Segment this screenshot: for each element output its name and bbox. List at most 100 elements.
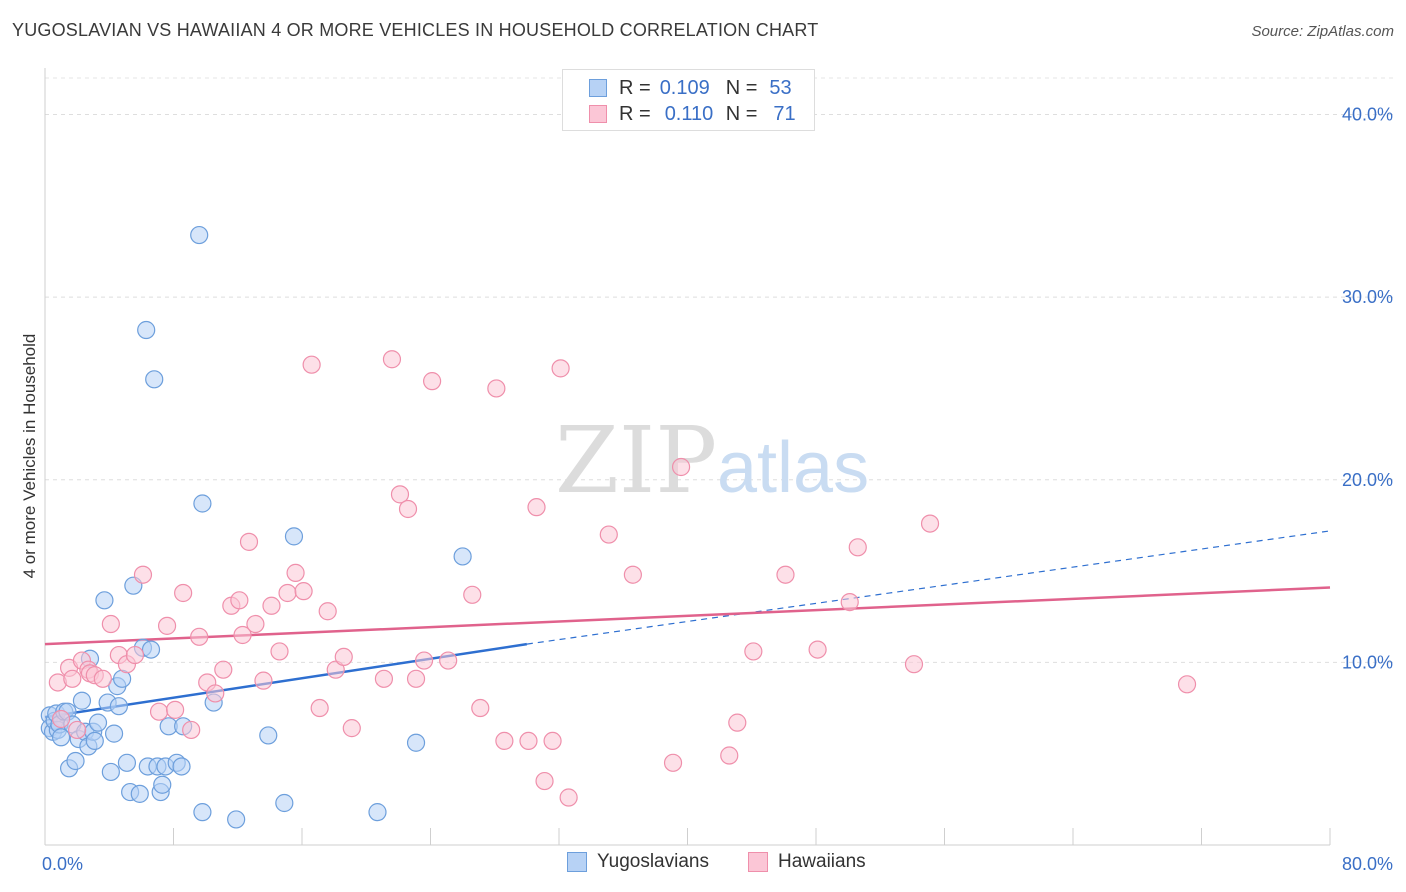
hawaiians-point: [728, 713, 747, 732]
hawaiians-point: [374, 669, 394, 688]
hawaiians-point: [342, 719, 361, 738]
yugoslavians-point: [284, 527, 304, 546]
legend-swatch-hawaiians: [748, 852, 768, 872]
source-label: Source: ZipAtlas.com: [1251, 23, 1394, 40]
hawaiians-point: [920, 514, 940, 533]
hawaiians-point: [63, 669, 82, 688]
hawaiians-point: [495, 731, 514, 751]
hawaiians-point: [471, 698, 490, 718]
legend-r-label: R =: [619, 102, 651, 125]
hawaiians-point: [51, 709, 71, 729]
yugoslavians-point: [137, 320, 156, 340]
hawaiians-point: [133, 565, 153, 584]
gridlines: [45, 77, 1393, 663]
series-legend-hawaiians: Hawaiians: [748, 851, 866, 873]
y-tick-label: 10.0%: [1342, 652, 1393, 672]
hawaiians-point: [382, 350, 402, 369]
legend-row-yugoslavians: R = 0.109 N = 53: [563, 75, 792, 101]
hawaiians-point: [390, 485, 410, 504]
hawaiians-point: [174, 583, 193, 603]
hawaiians-point: [519, 731, 538, 751]
legend-series-name: Hawaiians: [778, 851, 866, 872]
hawaiians-point: [551, 359, 570, 378]
hawaiians-point: [398, 499, 418, 519]
hawaiians-point: [262, 596, 281, 615]
yugoslavians-point: [259, 726, 278, 745]
hawaiians-point: [840, 593, 859, 612]
yugoslavians-point: [66, 751, 85, 771]
yugoslavians-point: [453, 547, 472, 566]
hawaiians-point: [414, 651, 434, 670]
legend-swatch-yugoslavians: [589, 79, 607, 97]
yugoslavians-point: [172, 757, 191, 776]
hawaiians-point: [149, 702, 169, 721]
hawaiians-point: [214, 660, 233, 679]
hawaiians-point: [93, 669, 112, 688]
hawaiians-point: [623, 565, 642, 584]
legend-n-value: 71: [773, 102, 796, 125]
hawaiians-point: [302, 355, 321, 374]
hawaiians-point: [671, 457, 691, 477]
x-tick-label: 0.0%: [42, 854, 83, 874]
hawaiians-point: [527, 498, 546, 517]
legend-swatch-yugoslavians: [567, 852, 587, 872]
y-tick-label: 40.0%: [1342, 105, 1393, 125]
hawaiians-point: [720, 746, 739, 765]
y-tick-label: 20.0%: [1342, 470, 1393, 490]
hawaiians-point: [318, 602, 337, 621]
hawaiians-point: [744, 642, 763, 661]
hawaiians-point: [776, 565, 795, 584]
yugoslavians-point: [109, 697, 128, 716]
hawaiians-point: [278, 583, 297, 603]
hawaiians-point: [206, 684, 225, 703]
yugoslavians-point: [141, 640, 161, 659]
series-legend-yugoslavians: Yugoslavians: [567, 851, 709, 873]
hawaiians-point: [101, 614, 120, 634]
legend-r-value: 0.110: [664, 102, 714, 125]
yugoslavians-point: [227, 810, 246, 829]
correlation-legend: R = 0.109 N = 53 R = 0.110 N = 71: [562, 69, 815, 131]
hawaiians-point: [246, 614, 265, 634]
yugoslavians-point: [85, 731, 104, 751]
yugoslavians-point: [145, 370, 164, 389]
yugoslavians-point: [117, 753, 137, 772]
yugoslavians-point: [88, 713, 108, 732]
yugoslavians-point: [104, 724, 124, 743]
hawaiians-point: [125, 645, 145, 665]
hawaiians-point: [182, 720, 201, 740]
hawaiians-point: [439, 651, 458, 670]
y-axis-label: 4 or more Vehicles in Household: [20, 333, 39, 579]
yugoslavians-point: [368, 803, 387, 822]
hawaiians-point: [663, 753, 683, 772]
trendline-hawaiians-solid: [44, 586, 1331, 646]
legend-r-label: R =: [619, 76, 651, 99]
hawaiians-point: [326, 660, 345, 679]
yugoslavians-point: [153, 775, 172, 794]
x-tick-label: 80.0%: [1342, 854, 1393, 874]
watermark-zip: ZIP: [555, 407, 717, 514]
hawaiians-point: [423, 372, 442, 391]
hawaiians-point: [68, 720, 87, 740]
hawaiians-point: [166, 700, 185, 719]
yugoslavians-point: [72, 691, 92, 710]
hawaiians-point: [310, 698, 329, 718]
hawaiians-point: [808, 640, 827, 659]
hawaiians-point: [848, 538, 867, 557]
yugoslavians-point: [193, 494, 212, 513]
legend-n-label: N =: [725, 76, 758, 99]
hawaiians-points: [48, 350, 1197, 807]
hawaiians-point: [406, 669, 426, 688]
hawaiians-point: [463, 585, 482, 604]
watermark: ZIP atlas: [555, 407, 869, 514]
watermark-atlas: atlas: [717, 428, 869, 508]
hawaiians-point: [190, 627, 209, 646]
yugoslavians-point: [193, 803, 212, 822]
hawaiians-point: [1177, 675, 1197, 694]
legend-row-hawaiians: R = 0.110 N = 71: [563, 101, 796, 127]
legend-series-name: Yugoslavians: [597, 851, 709, 872]
hawaiians-point: [157, 616, 177, 635]
hawaiians-point: [254, 671, 273, 690]
hawaiians-point: [233, 625, 252, 645]
hawaiians-point: [230, 591, 249, 610]
yugoslavians-point: [190, 225, 209, 245]
